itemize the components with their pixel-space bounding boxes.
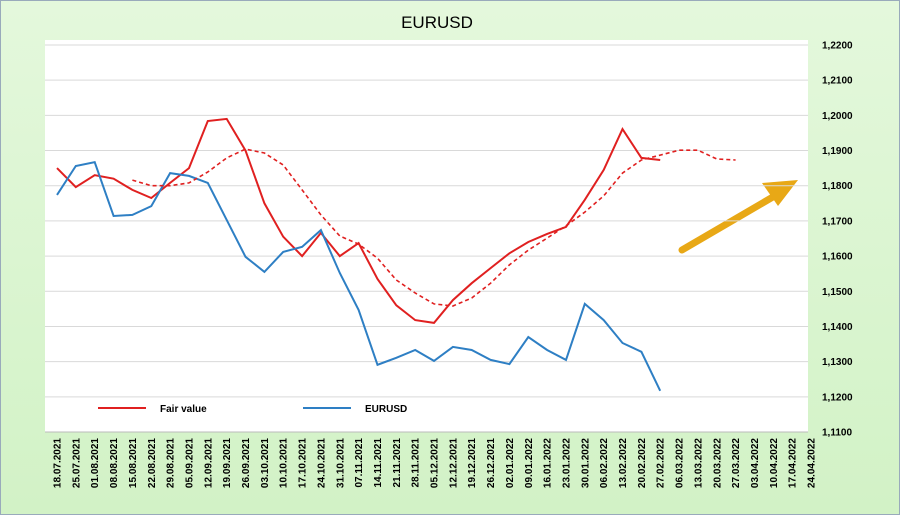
x-tick-label: 15.08.2021	[128, 438, 139, 488]
legend-label: Fair value	[160, 404, 207, 415]
y-tick-label: 1,1800	[822, 181, 853, 192]
x-tick-label: 31.10.2021	[335, 438, 346, 488]
line	[56, 161, 662, 392]
x-tick-label: 21.11.2021	[392, 438, 403, 488]
x-tick-label: 25.07.2021	[71, 438, 82, 488]
y-tick-label: 1,1600	[822, 252, 853, 263]
x-tick-label: 29.08.2021	[166, 438, 177, 488]
x-tick-label: 12.12.2021	[448, 438, 459, 488]
x-tick-label: 20.03.2022	[712, 438, 723, 488]
x-tick-label: 16.01.2022	[543, 438, 554, 488]
x-tick-label: 23.01.2022	[561, 438, 572, 488]
x-tick-label: 19.09.2021	[222, 438, 233, 488]
x-tick-label: 05.12.2021	[430, 438, 441, 488]
y-tick-label: 1,1700	[822, 216, 853, 227]
x-tick-label: 08.08.2021	[109, 438, 120, 488]
x-tick-label: 13.03.2022	[693, 438, 704, 488]
x-tick-label: 12.09.2021	[203, 438, 214, 488]
x-tick-label: 06.02.2022	[599, 438, 610, 488]
x-tick-label: 17.04.2022	[788, 438, 799, 488]
x-tick-label: 07.11.2021	[354, 438, 365, 488]
x-tick-label: 01.08.2021	[90, 438, 101, 488]
x-tick-label: 20.02.2022	[637, 438, 648, 488]
arrow	[678, 180, 798, 254]
y-tick-label: 1,2100	[822, 76, 853, 87]
x-tick-label: 19.12.2021	[467, 438, 478, 488]
chart-title: EURUSD	[401, 13, 473, 32]
x-tick-label: 17.10.2021	[298, 438, 309, 488]
x-tick-label: 06.03.2022	[675, 438, 686, 488]
y-tick-label: 1,1400	[822, 322, 853, 333]
x-tick-label: 14.11.2021	[373, 438, 384, 488]
x-tick-label: 05.09.2021	[184, 438, 195, 488]
x-tick-label: 27.02.2022	[656, 438, 667, 488]
dashed-line	[132, 148, 736, 307]
y-tick-label: 1,2200	[822, 41, 853, 52]
x-tick-label: 13.02.2022	[618, 438, 629, 488]
x-tick-label: 18.07.2021	[53, 438, 64, 488]
x-tick-label: 09.01.2022	[524, 438, 535, 488]
x-tick-label: 10.04.2022	[769, 438, 780, 488]
x-tick-label: 03.04.2022	[750, 438, 761, 488]
x-tick-label: 24.10.2021	[316, 438, 327, 488]
plot-area	[45, 40, 808, 432]
x-tick-label: 26.09.2021	[241, 438, 252, 488]
x-tick-label: 03.10.2021	[260, 438, 271, 488]
x-tick-label: 26.12.2021	[486, 438, 497, 488]
x-tick-label: 22.08.2021	[147, 438, 158, 488]
legend-label: EURUSD	[365, 404, 407, 415]
x-tick-label: 10.10.2021	[279, 438, 290, 488]
x-tick-label: 28.11.2021	[411, 438, 422, 488]
x-tick-label: 24.04.2022	[807, 438, 818, 488]
y-tick-label: 1,1900	[822, 146, 853, 157]
x-tick-label: 30.01.2022	[580, 438, 591, 488]
y-tick-label: 1,1300	[822, 357, 853, 368]
x-tick-label: 27.03.2022	[731, 438, 742, 488]
y-tick-label: 1,2000	[822, 111, 853, 122]
x-tick-label: 02.01.2022	[505, 438, 516, 488]
y-tick-label: 1,1100	[822, 428, 852, 439]
y-tick-label: 1,1500	[822, 287, 853, 298]
y-tick-label: 1,1200	[822, 392, 853, 403]
